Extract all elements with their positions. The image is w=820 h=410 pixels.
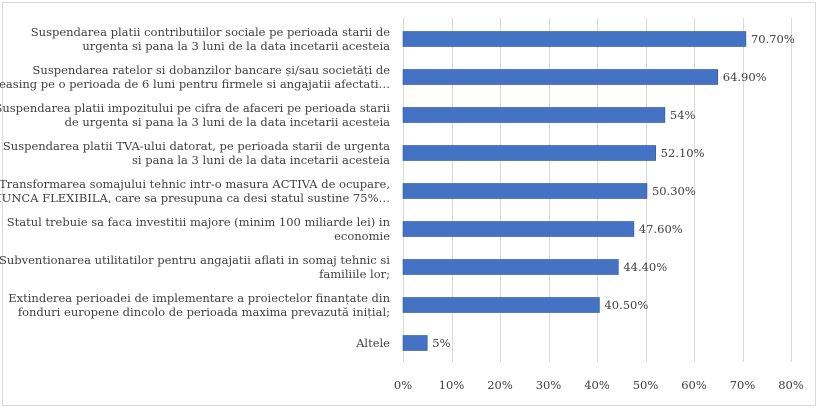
value-label-5: 47.60% bbox=[639, 222, 683, 236]
x-tick-label-3: 30% bbox=[536, 378, 562, 392]
x-tick-label-1: 10% bbox=[439, 378, 465, 392]
x-tick-label-4: 40% bbox=[584, 378, 610, 392]
x-tick-label-8: 80% bbox=[778, 378, 804, 392]
x-tick-label-7: 70% bbox=[730, 378, 756, 392]
category-label-0-line-1: urgenta si pana la 3 luni de la data inc… bbox=[82, 39, 390, 53]
category-label-6-line-1: familiile lor; bbox=[319, 267, 390, 281]
category-label-5-line-1: economie bbox=[334, 229, 390, 243]
value-label-0: 70.70% bbox=[751, 32, 795, 46]
category-label-6-line-0: Subventionarea utilitatilor pentru angaj… bbox=[0, 253, 390, 267]
category-label-0: Suspendarea platii contributiilor social… bbox=[31, 25, 390, 53]
bar-2 bbox=[402, 107, 666, 123]
x-tick-label-2: 20% bbox=[487, 378, 513, 392]
value-label-8: 5% bbox=[432, 336, 450, 350]
category-label-3-line-1: si pana la 3 luni de la data incetarii a… bbox=[132, 153, 390, 167]
bar-6 bbox=[402, 259, 619, 275]
category-label-0-line-0: Suspendarea platii contributiilor social… bbox=[31, 25, 390, 39]
x-tick-label-0: 0% bbox=[394, 378, 412, 392]
category-label-7-line-1: fonduri europene dincolo de perioada max… bbox=[18, 305, 390, 319]
category-label-4-line-1: MUNCA FLEXIBILA, care sa presupuna ca de… bbox=[0, 191, 390, 205]
category-label-1: Suspendarea ratelor si dobanzilor bancar… bbox=[0, 63, 390, 91]
value-label-1: 64.90% bbox=[723, 70, 767, 84]
bar-0 bbox=[402, 31, 747, 47]
value-label-4: 50.30% bbox=[652, 184, 696, 198]
category-label-8: Altele bbox=[355, 336, 390, 350]
bar-4 bbox=[402, 183, 648, 199]
bar-5 bbox=[402, 221, 635, 237]
category-label-7: Extinderea perioadei de implementare a p… bbox=[8, 291, 390, 319]
category-label-6: Subventionarea utilitatilor pentru angaj… bbox=[0, 253, 390, 281]
category-label-4: Transformarea somajului tehnic intr-o ma… bbox=[0, 177, 390, 205]
value-label-2: 54% bbox=[670, 108, 696, 122]
category-label-8-line-0: Altele bbox=[355, 336, 390, 350]
category-label-3: Suspendarea platii TVA-ului datorat, pe … bbox=[3, 139, 390, 167]
category-label-5-line-0: Statul trebuie sa faca investitii majore… bbox=[7, 215, 391, 229]
bar-7 bbox=[402, 297, 600, 313]
category-label-2-line-1: de urgenta si pana la 3 luni de la data … bbox=[65, 115, 391, 129]
bar-1 bbox=[402, 69, 719, 85]
category-label-7-line-0: Extinderea perioadei de implementare a p… bbox=[8, 291, 390, 305]
category-label-2-line-0: Suspendarea platii impozitului pe cifra … bbox=[0, 101, 390, 115]
value-label-3: 52.10% bbox=[661, 146, 705, 160]
category-label-4-line-0: Transformarea somajului tehnic intr-o ma… bbox=[0, 177, 390, 191]
x-tick-label-6: 60% bbox=[681, 378, 707, 392]
value-label-6: 44.40% bbox=[623, 260, 667, 274]
bar-3 bbox=[402, 145, 656, 161]
category-label-1-line-0: Suspendarea ratelor si dobanzilor bancar… bbox=[33, 63, 391, 77]
category-label-2: Suspendarea platii impozitului pe cifra … bbox=[0, 101, 390, 129]
x-tick-label-5: 50% bbox=[633, 378, 659, 392]
category-label-1-line-1: leasing pe o perioada de 6 luni pentru f… bbox=[0, 77, 390, 91]
value-label-7: 40.50% bbox=[604, 298, 648, 312]
category-label-5: Statul trebuie sa faca investitii majore… bbox=[7, 215, 391, 243]
bar-8 bbox=[402, 335, 428, 351]
category-label-3-line-0: Suspendarea platii TVA-ului datorat, pe … bbox=[3, 139, 390, 153]
